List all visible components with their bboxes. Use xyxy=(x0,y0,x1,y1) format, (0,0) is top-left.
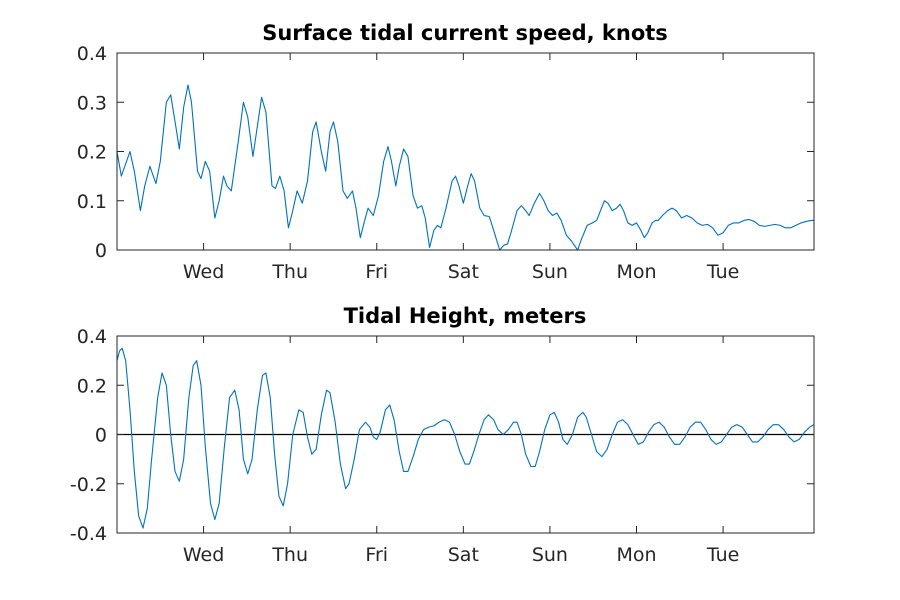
x-tick-label: Sat xyxy=(448,261,479,283)
y-tick-label: 0 xyxy=(95,425,107,447)
x-tick-label: Sun xyxy=(532,544,568,566)
x-tick-label: Wed xyxy=(183,544,224,566)
tidal-height-ticks: -0.4 -0.2 0 0.2 0.4 Wed Thu Fri Sat Sun Mon Tue xyxy=(70,326,814,566)
x-tick-label: Thu xyxy=(271,261,308,283)
x-tick-label: Wed xyxy=(183,261,224,283)
x-tick-label: Tue xyxy=(706,261,739,283)
series-line xyxy=(116,84,814,251)
y-tick-label: -0.4 xyxy=(70,523,107,545)
current-speed-plot-area xyxy=(116,84,814,251)
x-tick-label: Thu xyxy=(271,544,308,566)
y-tick-label: 0.2 xyxy=(77,375,107,397)
y-tick-label: 0.3 xyxy=(77,92,107,114)
y-tick-label: -0.2 xyxy=(70,474,107,496)
tidal-height-panel: Tidal Height, meters -0.4 -0.2 0 0.2 0.4 Wed T… xyxy=(70,304,815,566)
x-tick-label: Sun xyxy=(532,261,568,283)
chart-title: Surface tidal current speed, knots xyxy=(262,21,668,45)
x-tick-label: Fri xyxy=(365,544,388,566)
tidal-height-plot-area xyxy=(116,347,815,529)
chart-title: Tidal Height, meters xyxy=(344,304,587,328)
y-tick-label: 0.4 xyxy=(77,326,107,348)
current-speed-ticks: 0 0.1 0.2 0.3 0.4 Wed Thu Fri Sat Sun Mon Tue xyxy=(77,43,814,283)
y-tick-label: 0.2 xyxy=(77,142,107,164)
x-tick-label: Mon xyxy=(616,544,656,566)
y-tick-label: 0 xyxy=(95,240,107,262)
x-tick-label: Tue xyxy=(706,544,739,566)
y-tick-label: 0.1 xyxy=(77,191,107,213)
y-tick-label: 0.4 xyxy=(77,43,107,65)
x-tick-label: Mon xyxy=(616,261,656,283)
x-tick-label: Sat xyxy=(448,544,479,566)
x-tick-label: Fri xyxy=(365,261,388,283)
current-speed-panel: Surface tidal current speed, knots 00.10… xyxy=(77,21,815,283)
series-line xyxy=(116,347,815,529)
